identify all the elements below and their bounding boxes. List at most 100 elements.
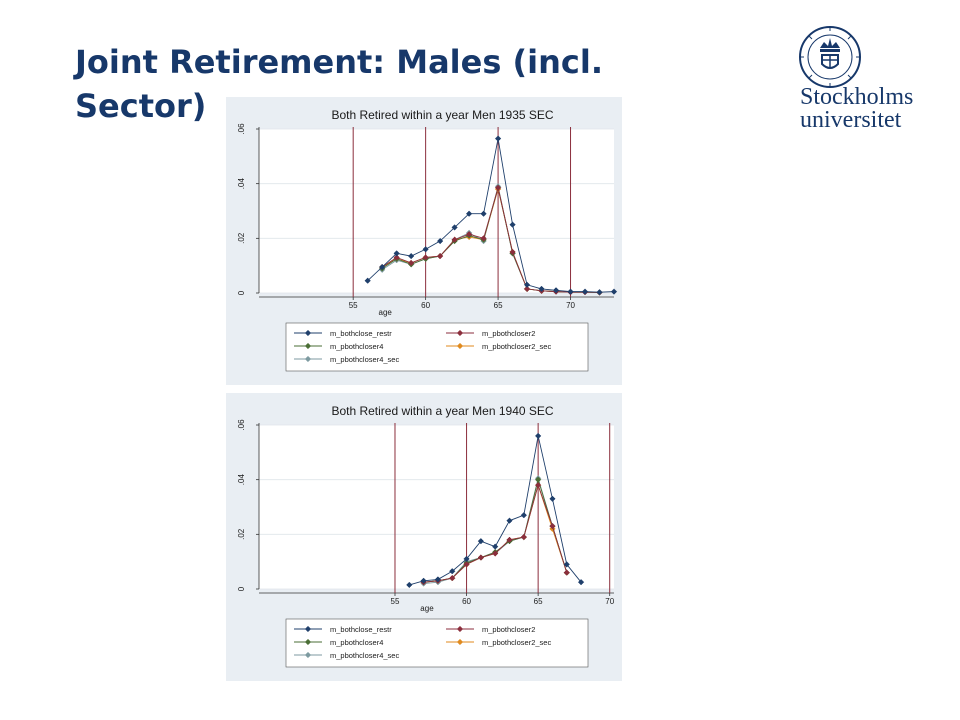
legend-key-marker (304, 342, 312, 350)
x-tick-label: 70 (566, 301, 575, 310)
legend-key-marker (456, 329, 464, 337)
x-tick-label: 65 (494, 301, 503, 310)
data-point (477, 538, 485, 545)
data-point (523, 281, 531, 288)
y-tick-label: .02 (237, 528, 246, 540)
x-axis-label: age (379, 308, 393, 317)
university-seal-logo (799, 26, 861, 88)
legend-key-marker (304, 355, 312, 363)
legend-key-marker (456, 625, 464, 633)
data-point (422, 246, 429, 253)
x-tick-label: 70 (605, 597, 614, 606)
data-point (463, 555, 470, 563)
data-point (407, 252, 415, 260)
data-point (549, 495, 556, 502)
legend-key-marker (456, 638, 464, 646)
legend-label: m_bothclose_restr (330, 625, 392, 634)
data-point (393, 254, 400, 261)
data-point (534, 432, 542, 440)
data-point (492, 550, 499, 557)
data-point (480, 210, 487, 217)
legend-label: m_pbothcloser2_sec (482, 342, 551, 351)
plot-area (259, 425, 614, 589)
y-tick-label: .02 (237, 232, 246, 244)
legend-label: m_pbothcloser2 (482, 329, 535, 338)
data-point (596, 289, 603, 296)
data-point (520, 533, 527, 541)
data-point (494, 135, 502, 142)
y-tick-label: .04 (237, 474, 246, 486)
data-point (534, 481, 542, 489)
legend-label: m_pbothcloser4 (330, 342, 383, 351)
data-point (480, 235, 487, 242)
data-point (538, 285, 545, 293)
data-point (451, 224, 458, 231)
y-tick-label: .06 (237, 419, 246, 431)
data-point (449, 568, 456, 575)
series-line (381, 187, 600, 293)
data-point (549, 522, 556, 530)
data-point (434, 576, 442, 583)
legend-key-marker (304, 625, 312, 633)
data-point (477, 554, 485, 561)
data-point (494, 184, 502, 191)
data-point (364, 277, 371, 284)
legend-key-marker (304, 329, 312, 337)
data-point (563, 561, 570, 568)
data-point (393, 250, 400, 257)
data-point (563, 569, 570, 576)
data-point (552, 287, 560, 294)
plot-area (259, 129, 614, 293)
y-tick-label: .04 (237, 178, 246, 190)
chart-title: Both Retired within a year Men 1940 SEC (331, 404, 553, 418)
x-tick-label: 60 (421, 301, 430, 310)
data-point (379, 263, 386, 271)
data-point (406, 581, 413, 589)
chart-1940: Both Retired within a year Men 1940 SEC 0… (237, 404, 615, 668)
chart-1935: Both Retired within a year Men 1935 SEC 0… (237, 108, 618, 372)
wordmark-line-1: Stockholms (800, 84, 914, 110)
legend-label: m_pbothcloser2_sec (482, 638, 551, 647)
data-point (581, 288, 589, 295)
data-point (509, 248, 516, 256)
data-point (610, 288, 618, 295)
chart-panel-1935: Both Retired within a year Men 1935 SEC 0… (226, 97, 622, 385)
data-point (523, 285, 531, 293)
legend-box (285, 322, 589, 372)
data-point (465, 210, 473, 217)
data-point (492, 543, 499, 550)
data-point (506, 536, 513, 543)
series-m_pbothcloser2 (379, 184, 603, 296)
legend-label: m_pbothcloser2 (482, 625, 535, 634)
legend-label: m_bothclose_restr (330, 329, 392, 338)
series-m_bothclose_restr (406, 432, 585, 589)
university-wordmark: Stockholms universitet (800, 84, 914, 133)
series-m_pbothcloser2 (420, 481, 570, 586)
x-axis-label: age (420, 604, 434, 613)
legend-box (285, 618, 589, 668)
slide-title: Joint Retirement: Males (incl. Sector) (75, 43, 603, 125)
data-point (520, 512, 527, 519)
data-point (407, 259, 415, 267)
legend-key-marker (304, 638, 312, 646)
x-tick-label: 60 (462, 597, 471, 606)
data-point (451, 236, 458, 243)
data-point (436, 237, 444, 245)
data-point (449, 574, 456, 582)
legend-label: m_pbothcloser4_sec (330, 355, 399, 364)
x-tick-label: 55 (349, 301, 358, 310)
wordmark-line-2: universitet (800, 107, 902, 133)
legend-label: m_pbothcloser4 (330, 638, 383, 647)
x-tick-label: 55 (391, 597, 400, 606)
data-point (509, 221, 516, 228)
y-tick-label: .06 (237, 123, 246, 135)
legend-key-marker (304, 651, 312, 659)
legend-label: m_pbothcloser4_sec (330, 651, 399, 660)
y-tick-label: 0 (237, 586, 246, 591)
data-point (436, 252, 444, 260)
data-point (577, 579, 585, 586)
x-tick-label: 65 (534, 597, 543, 606)
data-point (506, 517, 513, 524)
data-point (465, 231, 473, 238)
data-point (567, 288, 574, 295)
